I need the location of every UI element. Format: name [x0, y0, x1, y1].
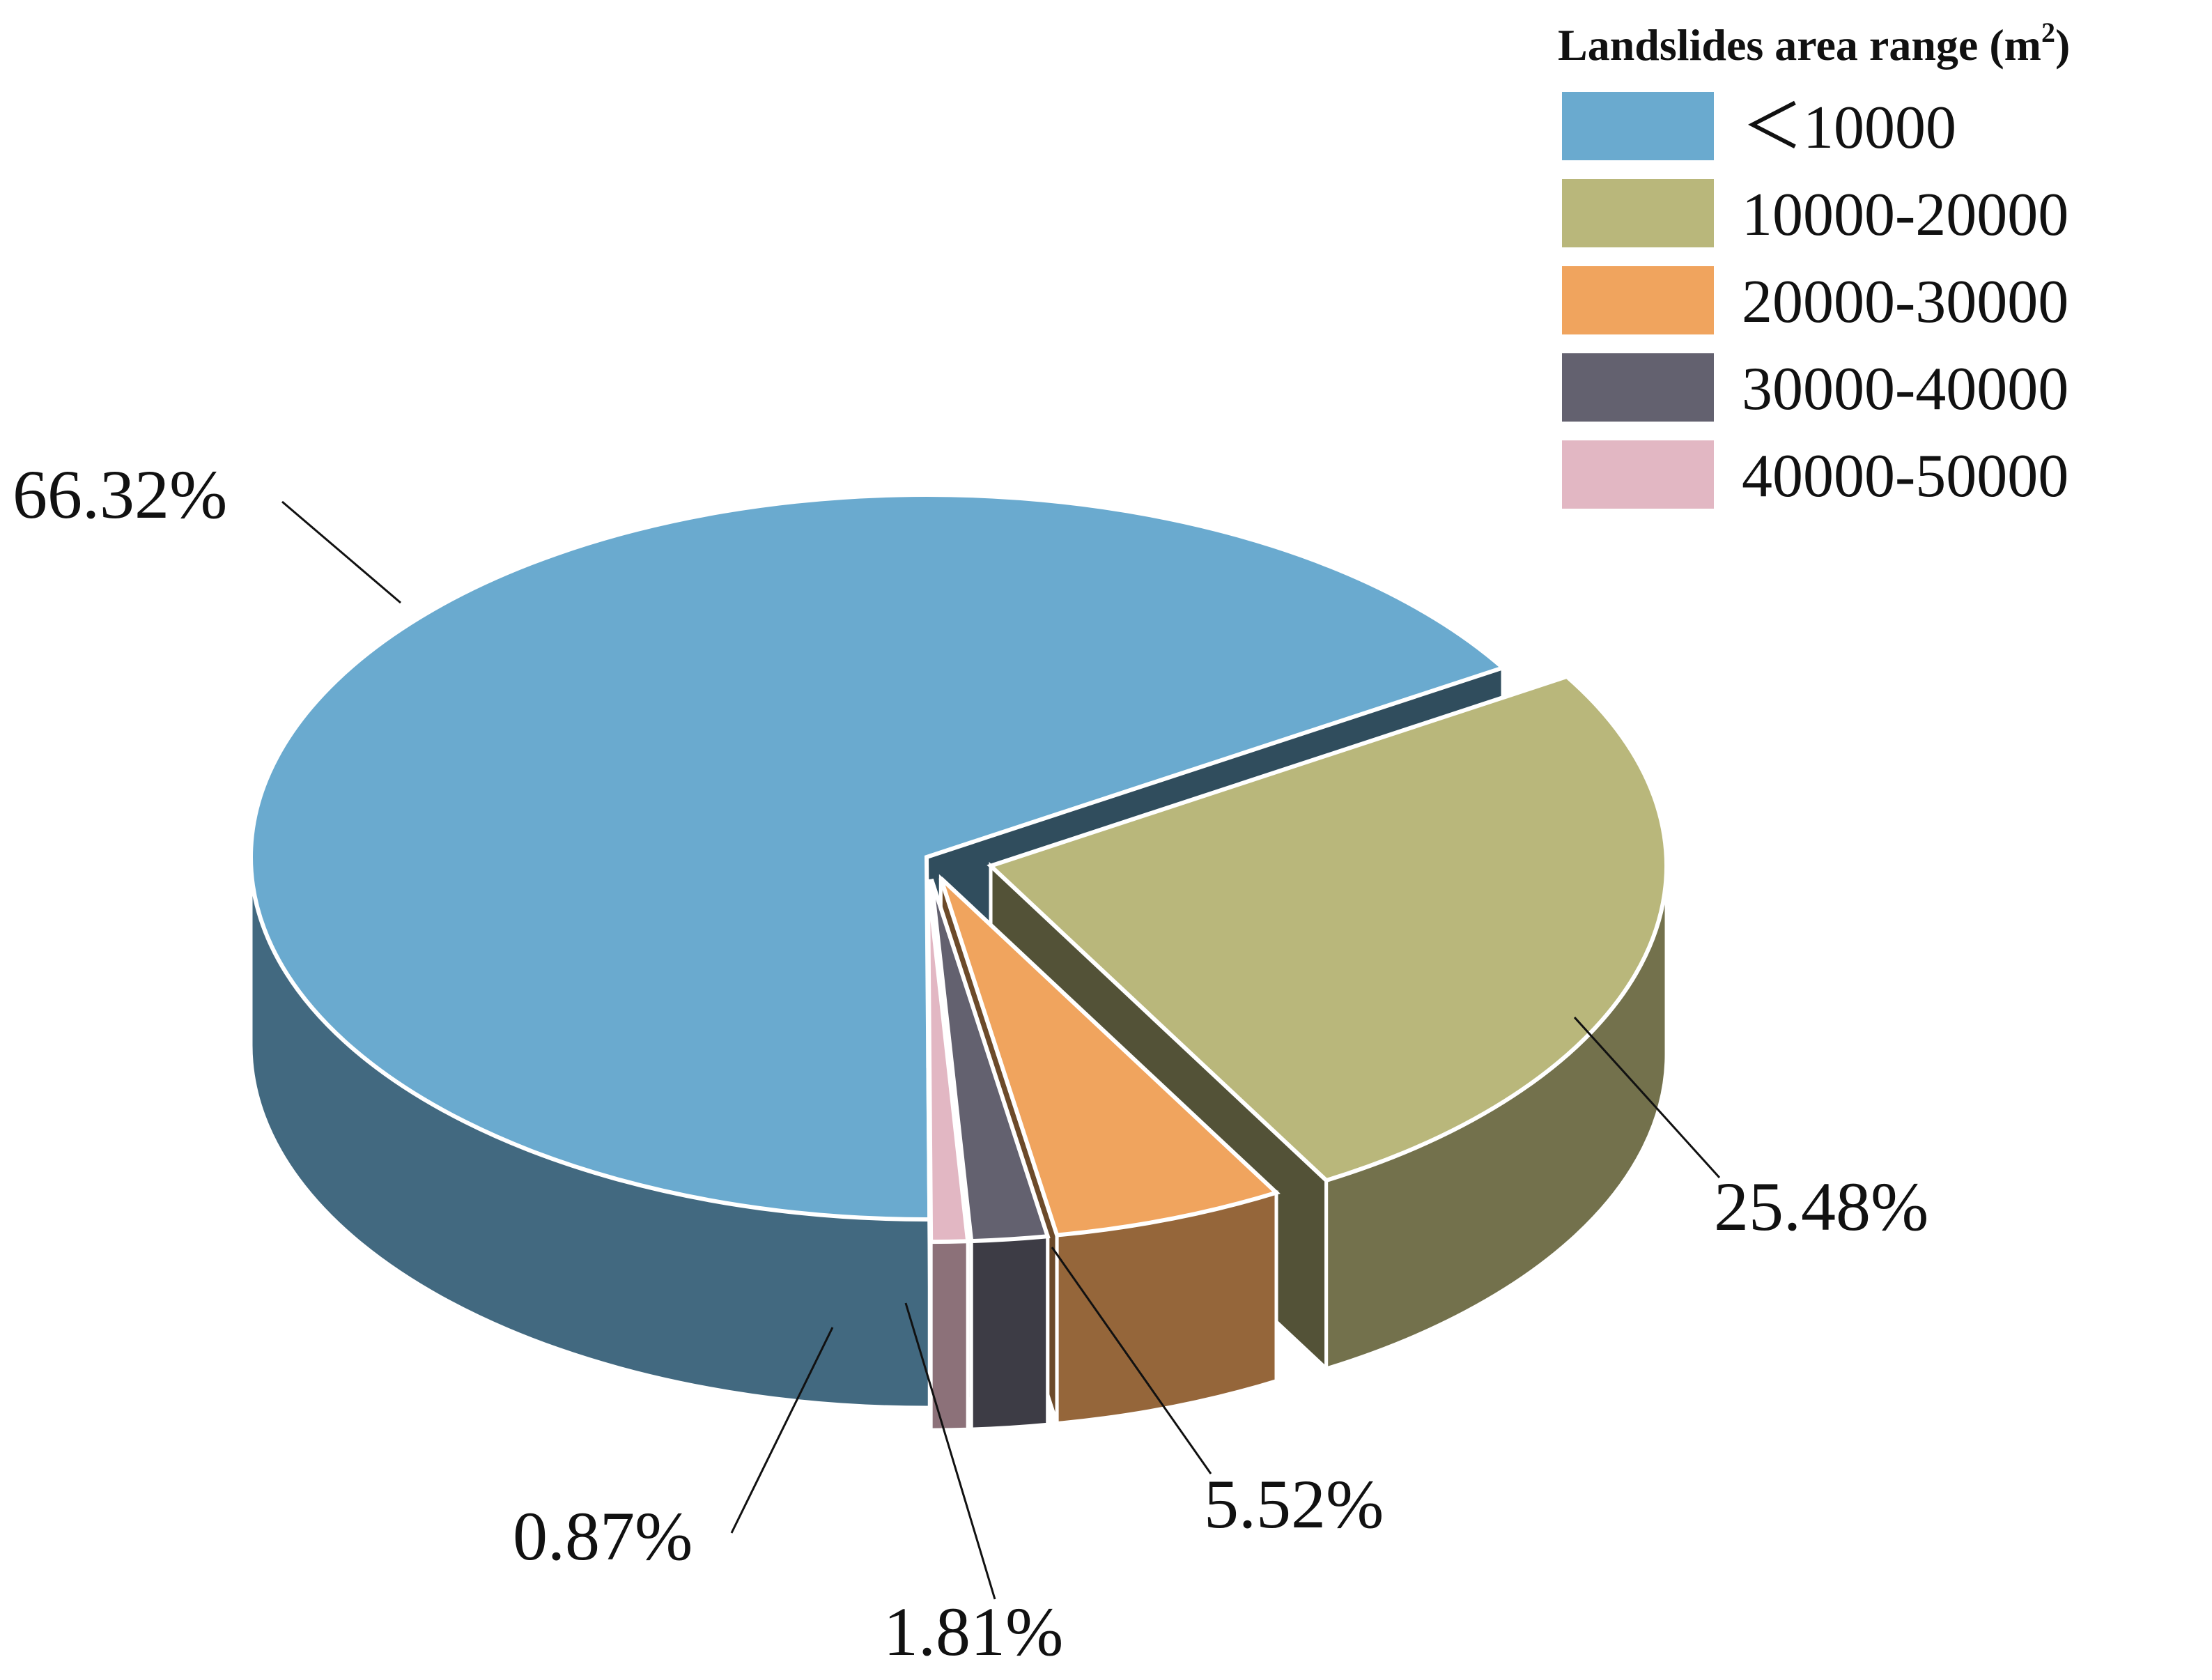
slice-30000-40000-top — [929, 879, 1051, 1244]
slice-20000-30000-top — [938, 877, 1281, 1238]
data-label-40000-50000: 0.87% — [513, 1497, 693, 1575]
leader-lines — [281, 500, 1721, 1600]
legend-title: Landslides area range (m2) — [1558, 17, 2070, 70]
pie-slices — [248, 493, 1669, 1432]
legend-label-40000-50000: 40000-50000 — [1742, 442, 2068, 510]
legend: Landslides area range (m2) ＜10000 10000-2… — [1558, 17, 2070, 511]
slice-10000-20000-top — [987, 674, 1669, 1183]
slice-40000-50000-top — [925, 879, 970, 1244]
legend-swatch-30000-40000 — [1559, 350, 1717, 424]
legend-label-lt10000: ＜10000 — [1742, 94, 1956, 162]
leader-line-30000-40000 — [904, 1302, 996, 1600]
leader-line-10000-20000 — [1573, 1016, 1721, 1179]
leader-line-lt10000 — [281, 500, 401, 604]
slice-40000-50000 — [925, 879, 970, 1432]
data-label-20000-30000: 5.52% — [1204, 1465, 1384, 1543]
legend-swatch-10000-20000 — [1559, 176, 1717, 250]
data-label-10000-20000: 25.48% — [1714, 1168, 1928, 1245]
legend-label-10000-20000: 10000-20000 — [1742, 181, 2068, 249]
legend-label-30000-40000: 30000-40000 — [1742, 355, 2068, 423]
leader-line-20000-30000 — [1051, 1247, 1212, 1474]
legend-label-20000-30000: 20000-30000 — [1742, 268, 2068, 336]
data-label-30000-40000: 1.81% — [883, 1593, 1063, 1670]
slice-30000-40000-rim — [969, 1234, 1050, 1431]
data-label-lt10000: 66.32% — [13, 456, 227, 533]
legend-swatch-lt10000 — [1559, 89, 1717, 163]
leader-line-40000-50000 — [730, 1327, 834, 1534]
legend-swatch-20000-30000 — [1559, 263, 1717, 337]
legend-swatch-40000-50000 — [1559, 438, 1717, 511]
slice-lt10000-top — [248, 493, 1508, 1222]
data-labels: 66.32% 25.48% 5.52% 1.81% 0.87% — [13, 456, 1928, 1670]
